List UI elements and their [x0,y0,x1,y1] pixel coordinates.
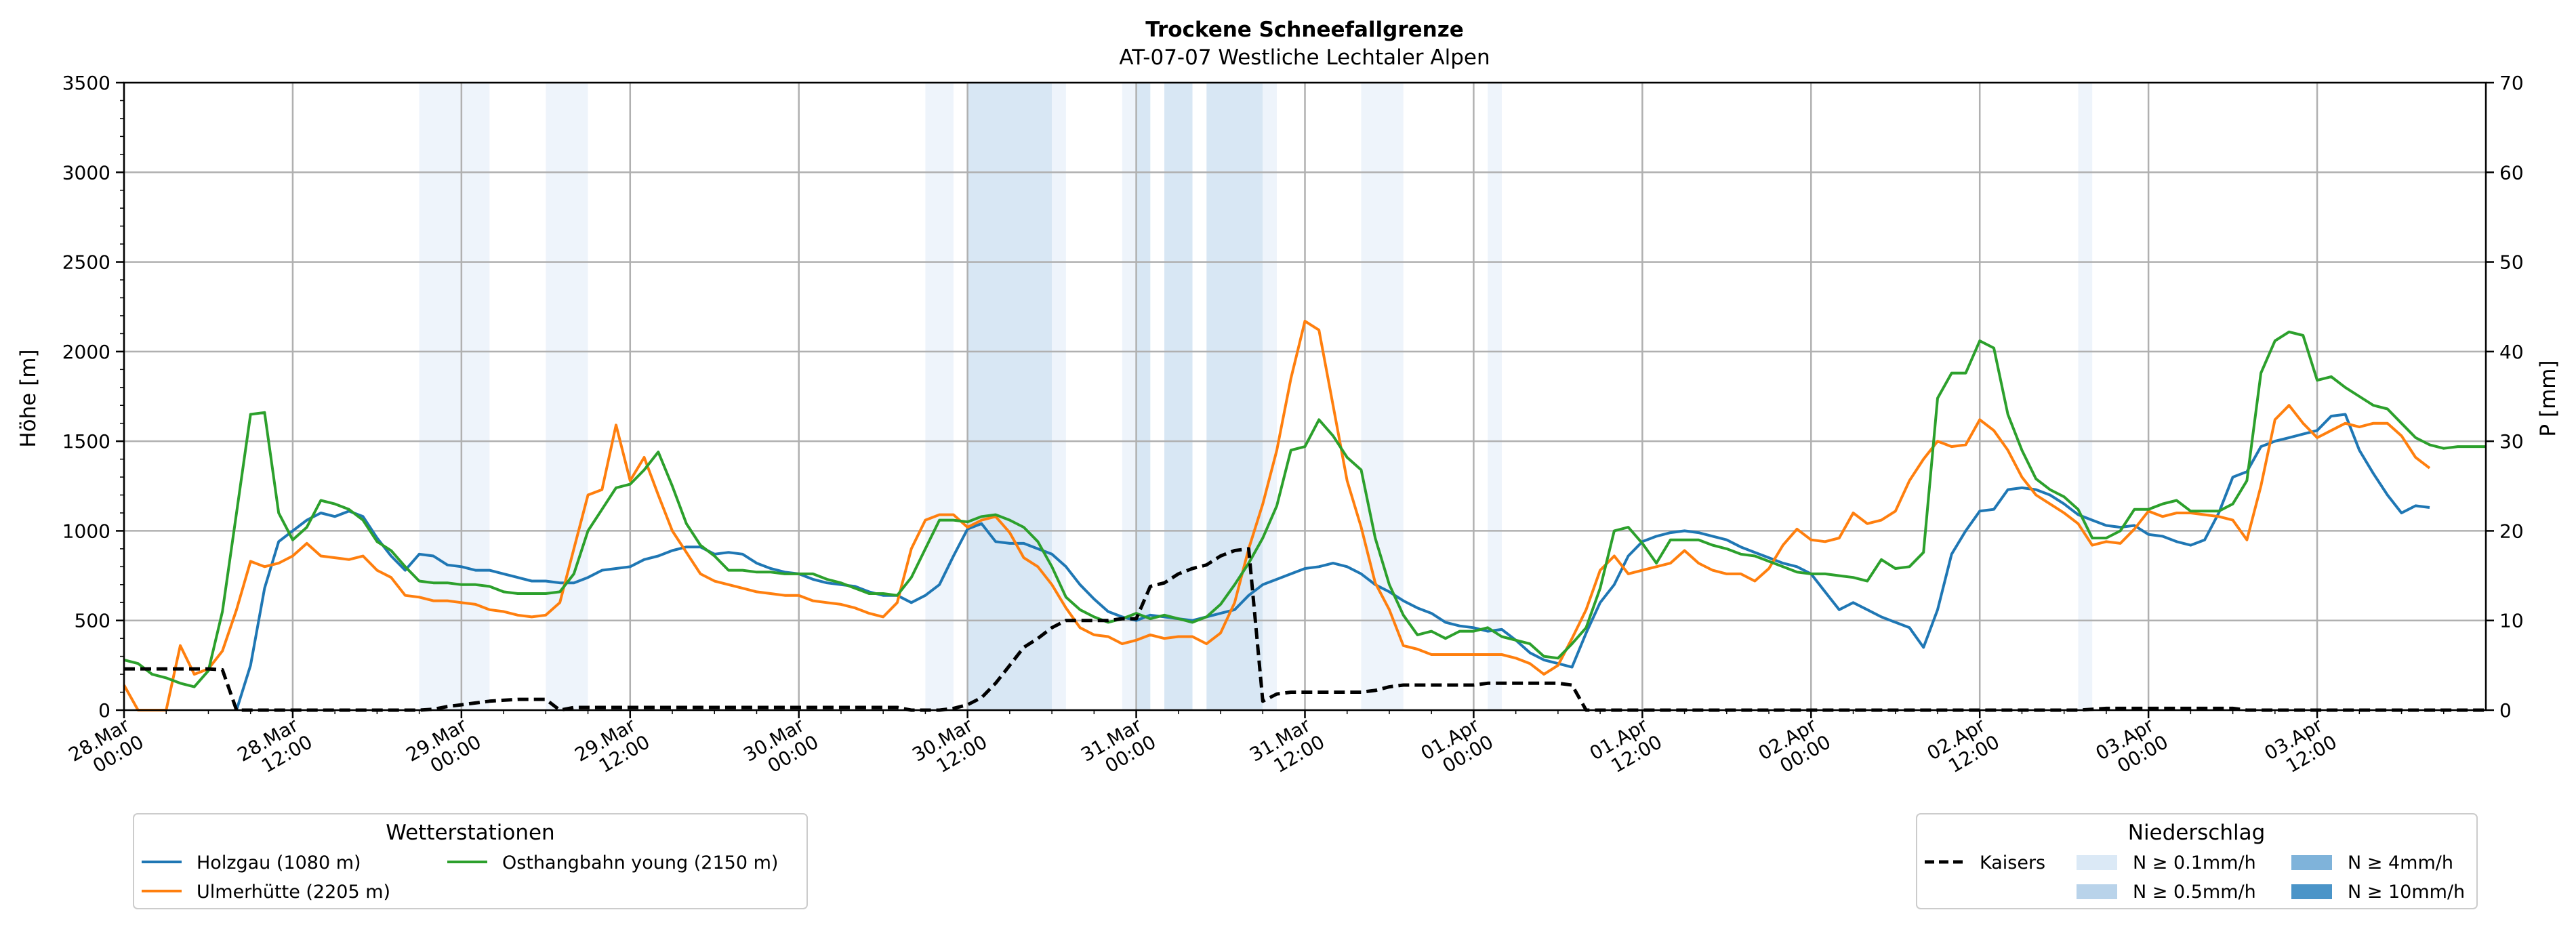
y2-tick-label-4: 40 [2499,341,2524,363]
precip-band-11 [1488,83,1502,710]
y-tick-label-1: 500 [75,610,110,632]
legend-stations: Wetterstationen Holzgau (1080 m) Ulmerhü… [133,813,808,909]
legend-label-osthangbahn: Osthangbahn young (2150 m) [502,852,778,873]
legend-precipitation: Niederschlag Kaisers N ≥ 0.1mm/h N ≥ 0.5… [1916,813,2478,909]
legend-stations-title: Wetterstationen [386,821,554,845]
precipitation-bands [419,83,2093,710]
y2-tick-label-5: 50 [2499,251,2524,274]
y-tick-label-0: 0 [98,699,110,722]
legend-label-holzgau: Holzgau (1080 m) [197,852,361,873]
legend-label-kaisers: Kaisers [1980,852,2045,873]
precip-band-4 [1052,83,1066,710]
precip-band-9 [1263,83,1277,710]
y-axis-label: Höhe [m] [16,349,41,447]
chart-title: Trockene Schneefallgrenze [1145,18,1464,42]
precip-band-12 [2078,83,2093,710]
precip-band-5 [1122,83,1137,710]
y2-tick-label-0: 0 [2499,699,2512,722]
y-tick-label-4: 2000 [62,341,110,363]
legend-precip-title: Niederschlag [2128,821,2266,845]
legend-swatch-n01 [2077,855,2117,870]
y-tick-label-2: 1000 [62,520,110,542]
legend-label-n4: N ≥ 4mm/h [2348,852,2453,873]
series-line-0 [235,413,2430,711]
legend-label-ulmerhuette: Ulmerhütte (2205 m) [197,882,390,903]
y2-tick-label-2: 20 [2499,520,2524,542]
legend-swatch-n4 [2291,855,2332,870]
series-line-3 [124,547,2486,712]
precip-band-2 [925,83,954,710]
data-series [123,319,2486,712]
precip-band-7 [1164,83,1193,710]
y2-tick-label-6: 60 [2499,161,2524,184]
y2-axis-label: P [mm] [2536,360,2560,436]
y2-tick-label-7: 70 [2499,72,2524,94]
y2-tick-label-3: 30 [2499,430,2524,453]
precip-band-6 [1136,83,1151,710]
y2-tick-label-1: 10 [2499,610,2524,632]
y-tick-label-6: 3000 [62,161,110,184]
legend-swatch-n05 [2077,884,2117,899]
precip-band-10 [1361,83,1404,710]
chart-subtitle: AT-07-07 Westliche Lechtaler Alpen [1119,45,1490,70]
legend-precip-frame [1916,813,2478,909]
legend-swatch-n10 [2291,884,2332,899]
y-tick-label-3: 1500 [62,430,110,453]
legend-label-n05: N ≥ 0.5mm/h [2133,882,2256,903]
series-line-2 [123,330,2486,688]
y-tick-label-5: 2500 [62,251,110,274]
y-tick-label-7: 3500 [62,72,110,94]
precip-band-3 [967,83,1052,710]
legend-label-n01: N ≥ 0.1mm/h [2133,852,2256,873]
precip-band-1 [546,83,588,710]
legend-label-n10: N ≥ 10mm/h [2348,882,2465,903]
series-line-1 [123,319,2431,711]
precip-band-0 [419,83,490,710]
